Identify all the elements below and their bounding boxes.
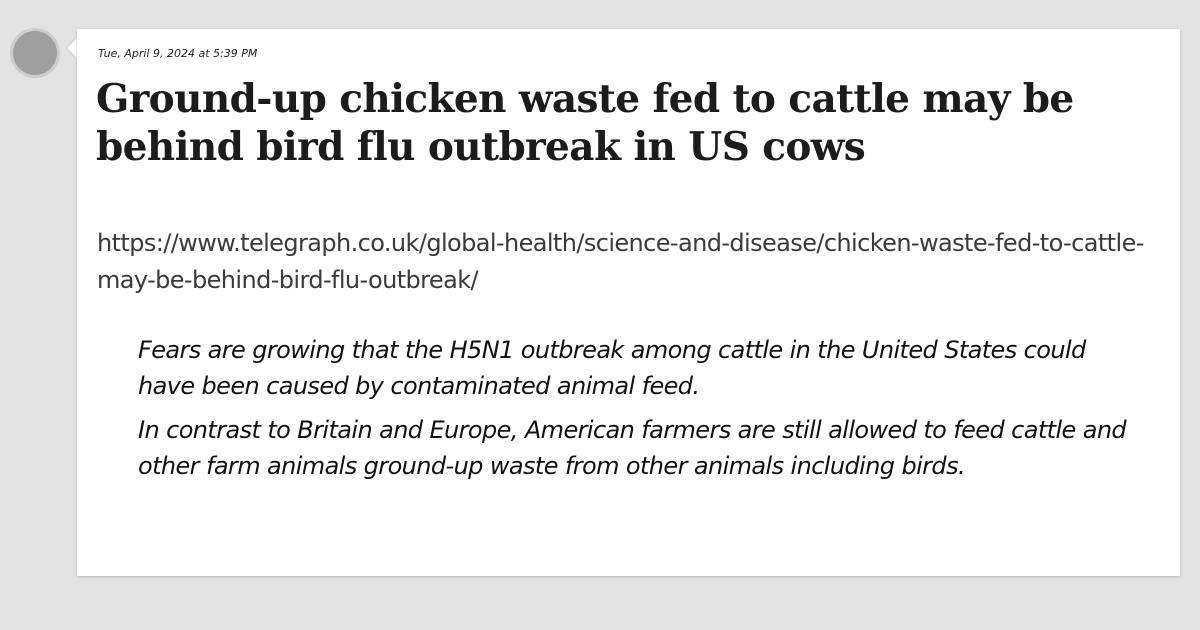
card-pointer: [67, 38, 77, 58]
quote-paragraph: Fears are growing that the H5N1 outbreak…: [138, 336, 1086, 400]
avatar[interactable]: [13, 31, 57, 75]
quote-paragraph: In contrast to Britain and Europe, Ameri…: [138, 416, 1127, 480]
article-quote: Fears are growing that the H5N1 outbreak…: [138, 332, 1143, 492]
post-timestamp: Tue, April 9, 2024 at 5:39 PM: [98, 47, 258, 60]
article-url-link[interactable]: https://www.telegraph.co.uk/global-healt…: [97, 229, 1144, 294]
post-card: Tue, April 9, 2024 at 5:39 PM Ground-up …: [77, 29, 1180, 576]
post-headline: Ground-up chicken waste fed to cattle ma…: [96, 76, 1074, 170]
